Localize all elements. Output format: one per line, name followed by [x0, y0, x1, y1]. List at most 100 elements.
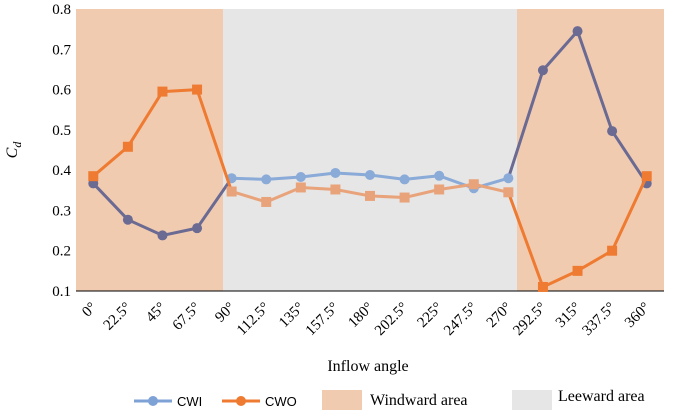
cwi-line-segment [264, 175, 303, 181]
cwo-line-segment [264, 185, 303, 204]
cwo-line-segment [160, 88, 199, 94]
cwi-point [537, 65, 548, 76]
series-lines [88, 26, 652, 292]
cwi-line-segment [299, 171, 337, 179]
cwo-point [261, 196, 272, 207]
cwo-point [122, 141, 133, 152]
y-tick-label: 0.6 [52, 83, 71, 99]
cwi-line-segment [541, 29, 580, 72]
cwo-point [192, 84, 203, 95]
x-axis-title: Inflow angle [327, 358, 408, 375]
cwo-line-segment [610, 174, 649, 253]
cwo-line-segment [403, 187, 441, 200]
y-tick-label: 0.8 [52, 2, 71, 18]
x-tick-label: 90° [212, 300, 238, 326]
x-tick-label: 112.5° [234, 300, 273, 339]
cwi-point [192, 223, 203, 234]
cwi-line-segment [126, 218, 164, 237]
cwo-line-segment [368, 194, 407, 200]
cwo-point [226, 186, 237, 197]
cwi-point [607, 126, 618, 137]
y-axis-title-subscript: d [10, 141, 24, 148]
cwi-point [399, 174, 410, 185]
cwi-line-segment [368, 173, 407, 181]
cwo-point [399, 192, 410, 203]
cwi-point [261, 174, 272, 185]
y-axis: 0.1 0.2 0.3 0.4 0.5 0.6 0.7 0.8 [52, 2, 71, 300]
legend-item-leeward: Leeward area [512, 388, 645, 410]
x-tick-label: 247.5° [441, 300, 480, 339]
legend-label-leeward: Leeward area [558, 388, 645, 405]
cwi-line-segment [91, 181, 130, 222]
y-tick-label: 0.3 [52, 203, 71, 219]
x-tick-label: 292.5° [510, 300, 549, 339]
cwo-point [468, 179, 479, 190]
legend-label-windward: Windward area [370, 392, 468, 409]
cwi-point [572, 26, 583, 37]
cwo-line-segment [195, 88, 234, 193]
region-band-2 [517, 9, 664, 291]
cwo-point [295, 182, 306, 193]
series-cwo [88, 84, 652, 292]
cwo-point [607, 245, 618, 256]
x-tick-label: 202.5° [372, 300, 411, 339]
background-regions [76, 9, 664, 291]
cwo-line-segment [576, 249, 614, 273]
x-tick-label: 67.5° [170, 300, 204, 334]
cwi-point [122, 214, 133, 225]
cwi-point [330, 167, 341, 178]
legend-item-cwo: CWO [222, 394, 297, 409]
cwi-line-segment [333, 171, 372, 177]
legend-item-windward: Windward area [322, 390, 468, 410]
cwo-point [434, 184, 445, 195]
cwo-point [572, 265, 583, 276]
cwo-point [537, 281, 548, 292]
y-tick-label: 0.5 [52, 123, 71, 139]
cwo-line-segment [126, 90, 164, 149]
legend-label-cwo: CWO [265, 394, 297, 409]
y-tick-label: 0.7 [52, 42, 71, 58]
legend-swatch-windward [322, 390, 362, 410]
cwo-point [157, 86, 168, 97]
cwo-line-segment [333, 187, 372, 198]
cwi-line-segment [403, 174, 441, 181]
cwi-point [157, 230, 168, 241]
cwo-point [365, 190, 375, 201]
cwo-line-segment [472, 182, 510, 194]
x-tick-label: 157.5° [303, 300, 342, 339]
cwo-line-segment [230, 189, 268, 204]
legend: CWI CWO Windward area Leeward area [134, 388, 645, 410]
cwi-point [434, 170, 445, 181]
region-band-0 [76, 9, 223, 291]
legend-swatch-leeward [512, 390, 552, 410]
cwo-point [330, 184, 341, 195]
x-tick-label: 360° [622, 300, 653, 331]
cwi-line-segment [195, 176, 234, 230]
cwo-line-segment [437, 182, 476, 191]
cwo-point [88, 171, 99, 182]
cwi-point [365, 169, 375, 180]
x-tick-label: 0° [79, 300, 100, 321]
x-tick-label: 337.5° [580, 300, 619, 339]
cwi-point [295, 171, 306, 182]
cwi-point [503, 173, 514, 184]
x-tick-label: 45° [143, 300, 169, 326]
x-tick-label: 22.5° [101, 300, 135, 334]
cwi-line-segment [576, 29, 614, 133]
legend-label-cwi: CWI [177, 394, 202, 409]
cwo-line-segment [541, 269, 580, 289]
cwi-line-segment [506, 68, 545, 180]
cwi-line-segment [160, 226, 199, 237]
cwo-point [641, 171, 652, 182]
cwi-line-segment [610, 129, 649, 185]
x-axis: 0° 22.5° 45° 67.5° 90°112.5° 135°157.5° 180°20… [76, 290, 664, 339]
y-tick-label: 0.2 [52, 244, 71, 260]
series-cwi [88, 26, 652, 241]
y-axis-title: Cd [4, 141, 24, 159]
cwo-line-segment [506, 190, 545, 289]
y-tick-label: 0.4 [52, 163, 71, 179]
region-band-1 [223, 9, 517, 291]
cwo-line-segment [299, 185, 337, 191]
y-tick-label: 0.1 [52, 284, 71, 300]
